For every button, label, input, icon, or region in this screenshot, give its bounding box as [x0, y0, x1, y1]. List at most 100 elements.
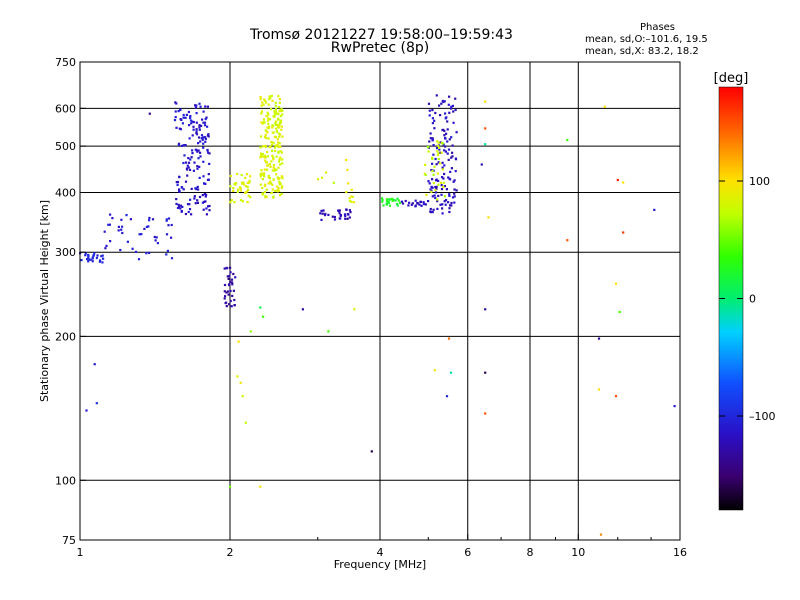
data-point — [428, 182, 431, 185]
data-point — [450, 136, 453, 139]
data-point — [155, 236, 158, 239]
data-point — [92, 254, 95, 257]
isolated-data-point — [445, 395, 449, 398]
data-point — [281, 158, 284, 161]
isolated-data-point — [484, 100, 487, 103]
data-point — [260, 110, 263, 113]
data-point — [398, 201, 402, 204]
data-point — [233, 304, 236, 307]
data-point — [453, 188, 456, 191]
data-point — [448, 138, 451, 141]
data-point — [348, 199, 352, 203]
data-point — [407, 204, 410, 207]
data-point — [237, 188, 240, 191]
data-point — [441, 161, 444, 164]
data-point — [198, 102, 201, 105]
data-point — [225, 305, 228, 308]
data-point — [195, 112, 198, 115]
data-point — [344, 217, 347, 220]
data-point — [193, 195, 196, 198]
data-point — [450, 105, 453, 108]
data-point — [195, 131, 198, 135]
y-tick-label: 300 — [55, 246, 76, 259]
data-point — [228, 283, 231, 286]
isolated-data-point — [85, 409, 88, 412]
data-point — [140, 233, 143, 236]
data-point — [427, 150, 430, 153]
data-point — [224, 302, 227, 305]
data-point — [198, 176, 201, 179]
data-point — [277, 189, 281, 192]
data-point — [437, 141, 440, 144]
data-point — [319, 212, 322, 215]
data-point — [448, 95, 451, 98]
isolated-data-point — [622, 181, 625, 184]
data-point — [197, 142, 200, 145]
isolated-data-point — [622, 231, 625, 234]
data-point — [225, 266, 228, 269]
data-point — [120, 218, 123, 221]
data-point — [201, 118, 204, 121]
data-point — [260, 121, 263, 124]
data-point — [188, 137, 191, 140]
data-point — [175, 202, 178, 205]
data-point — [431, 137, 434, 140]
data-point — [259, 175, 262, 178]
data-point — [87, 256, 90, 259]
data-point — [271, 126, 274, 129]
data-point — [234, 276, 237, 279]
isolated-data-point — [566, 139, 569, 142]
data-point — [101, 254, 104, 257]
data-point — [395, 202, 399, 206]
data-point — [445, 132, 448, 135]
data-point — [193, 197, 196, 200]
data-point — [267, 113, 270, 116]
data-point — [262, 118, 265, 121]
data-point — [87, 260, 90, 263]
data-point — [179, 207, 182, 210]
data-point — [272, 195, 275, 198]
data-point — [274, 104, 277, 107]
data-point — [275, 130, 278, 133]
data-point — [454, 97, 457, 100]
data-point — [204, 140, 207, 143]
data-point — [333, 218, 337, 221]
data-point — [453, 195, 456, 198]
data-point — [277, 151, 280, 154]
data-point — [246, 185, 249, 188]
data-point — [190, 213, 193, 216]
data-point — [278, 101, 281, 104]
data-point — [345, 208, 348, 211]
data-point — [277, 187, 280, 190]
data-point — [263, 121, 266, 124]
data-point — [265, 136, 268, 140]
data-point — [126, 240, 129, 243]
data-point — [182, 113, 185, 117]
data-point — [346, 168, 349, 171]
data-point — [430, 185, 433, 188]
data-point — [440, 102, 443, 105]
data-point — [271, 149, 274, 152]
data-point — [177, 142, 181, 145]
data-point — [441, 166, 444, 169]
data-point — [260, 169, 263, 172]
data-point — [316, 178, 320, 181]
data-point — [280, 192, 283, 195]
data-point — [184, 180, 188, 183]
data-point — [447, 158, 450, 161]
data-point — [408, 201, 411, 204]
data-point — [229, 271, 232, 274]
data-point — [275, 120, 278, 123]
data-point — [270, 191, 273, 195]
data-point — [427, 102, 431, 105]
data-point — [230, 278, 234, 281]
isolated-data-point — [327, 330, 330, 333]
data-point — [349, 211, 352, 214]
data-point — [273, 167, 276, 171]
data-point — [272, 158, 275, 161]
data-point — [204, 195, 207, 198]
data-point — [196, 185, 199, 188]
data-point — [267, 137, 270, 140]
data-point — [227, 293, 230, 296]
data-point — [433, 165, 436, 168]
